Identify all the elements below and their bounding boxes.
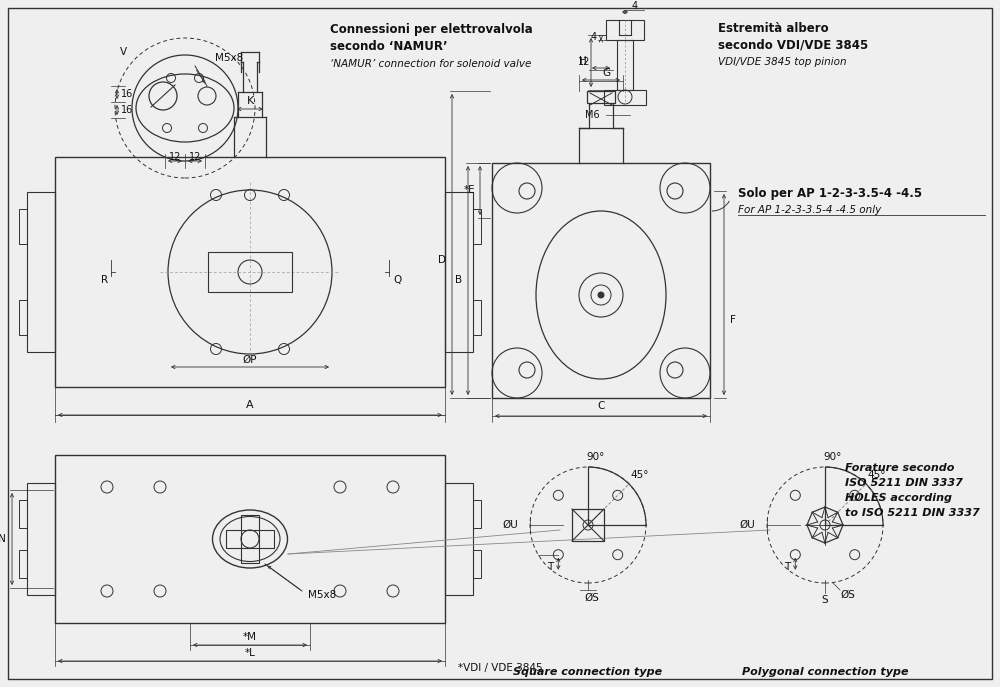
Text: ØU: ØU [502, 520, 518, 530]
Text: 4: 4 [591, 32, 597, 42]
Bar [241, 515, 259, 563]
Text: secondo VDI/VDE 3845: secondo VDI/VDE 3845 [718, 38, 868, 52]
Text: T: T [547, 562, 553, 572]
Bar [473, 550, 481, 578]
Text: For AP 1-2-3-3.5-4 -4.5 only: For AP 1-2-3-3.5-4 -4.5 only [738, 205, 881, 215]
Text: S: S [822, 595, 828, 605]
Bar [19, 500, 27, 528]
Text: 16: 16 [121, 89, 133, 99]
Text: F: F [730, 315, 736, 325]
Bar [587, 91, 615, 103]
Text: A: A [246, 400, 254, 410]
Text: *N: *N [0, 534, 6, 544]
Text: R: R [101, 275, 109, 285]
Text: K: K [246, 96, 254, 106]
Bar [226, 530, 274, 548]
Text: C: C [597, 401, 605, 411]
Text: H: H [579, 56, 587, 66]
Bar [27, 483, 55, 595]
Bar [55, 455, 445, 623]
Text: 16: 16 [121, 105, 133, 115]
Text: ISO 5211 DIN 3337: ISO 5211 DIN 3337 [845, 478, 963, 488]
Bar [445, 192, 473, 352]
Text: 12: 12 [578, 57, 590, 67]
Text: 90°: 90° [824, 452, 842, 462]
Bar [473, 209, 481, 244]
Text: M5x8: M5x8 [308, 590, 336, 600]
Text: Forature secondo: Forature secondo [845, 463, 954, 473]
Bar [617, 40, 633, 90]
Text: 4: 4 [632, 1, 638, 11]
Text: 12: 12 [189, 152, 201, 162]
Text: ØS: ØS [841, 590, 855, 600]
Text: Estremità albero: Estremità albero [718, 21, 829, 34]
Text: *VDI / VDE 3845: *VDI / VDE 3845 [458, 663, 543, 673]
Bar [473, 500, 481, 528]
Bar [572, 509, 604, 541]
Bar [208, 252, 292, 292]
Text: ØP: ØP [243, 355, 257, 365]
Text: ØS: ØS [585, 593, 599, 603]
Bar [19, 209, 27, 244]
Text: ‘NAMUR’ connection for solenoid valve: ‘NAMUR’ connection for solenoid valve [330, 59, 531, 69]
Text: *E: *E [464, 185, 476, 195]
Text: Q: Q [393, 275, 401, 285]
Bar [604, 90, 646, 105]
Text: B: B [455, 275, 463, 285]
Bar [19, 300, 27, 335]
Text: G: G [602, 68, 610, 78]
Text: 12: 12 [169, 152, 181, 162]
Text: M6: M6 [585, 110, 600, 120]
Text: V: V [119, 47, 127, 57]
Text: Connessioni per elettrovalvola: Connessioni per elettrovalvola [330, 23, 533, 36]
Text: secondo ‘NAMUR’: secondo ‘NAMUR’ [330, 41, 448, 54]
Text: 90°: 90° [587, 452, 605, 462]
Text: M5x8: M5x8 [215, 53, 243, 63]
Bar [473, 300, 481, 335]
Text: T: T [784, 562, 790, 572]
Text: D: D [438, 255, 446, 265]
Bar [445, 483, 473, 595]
Text: VDI/VDE 3845 top pinion: VDI/VDE 3845 top pinion [718, 57, 847, 67]
Text: to ISO 5211 DIN 3337: to ISO 5211 DIN 3337 [845, 508, 980, 518]
Bar [619, 20, 631, 35]
Bar [492, 163, 710, 398]
Text: Square connection type: Square connection type [513, 667, 663, 677]
Text: ØU: ØU [739, 520, 755, 530]
Text: HOLES according: HOLES according [845, 493, 952, 503]
Text: Solo per AP 1-2-3-3.5-4 -4.5: Solo per AP 1-2-3-3.5-4 -4.5 [738, 186, 922, 199]
Bar [27, 192, 55, 352]
Bar [19, 550, 27, 578]
Text: 45°: 45° [631, 470, 649, 480]
Text: Polygonal connection type: Polygonal connection type [742, 667, 908, 677]
Text: 45°: 45° [868, 470, 886, 480]
Text: *M: *M [243, 632, 257, 642]
Bar [55, 157, 445, 387]
Circle shape [598, 292, 604, 298]
Text: *L: *L [245, 648, 255, 658]
Bar [606, 20, 644, 40]
